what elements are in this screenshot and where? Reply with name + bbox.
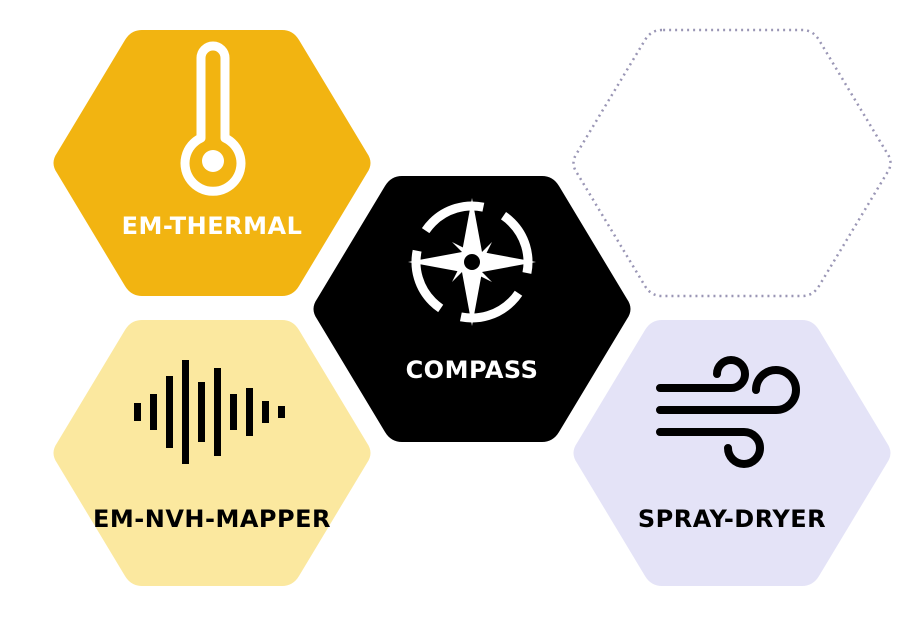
tile-label: EM-NVH-MAPPER bbox=[93, 505, 331, 533]
tile-label: EM-THERMAL bbox=[121, 212, 303, 240]
tile-spray-dryer[interactable]: SPRAY-DRYER bbox=[570, 312, 894, 594]
thermometer-icon bbox=[180, 41, 246, 196]
tile-em-nvh-mapper[interactable]: EM-NVH-MAPPER bbox=[50, 312, 374, 594]
compass-icon bbox=[408, 198, 536, 326]
soundwave-icon bbox=[134, 360, 285, 464]
tile-label: COMPASS bbox=[405, 356, 539, 384]
tile-label: SPRAY-DRYER bbox=[637, 505, 827, 533]
wind-icon bbox=[656, 356, 800, 468]
hex-background bbox=[53, 320, 371, 586]
tile-compass[interactable]: COMPASS bbox=[310, 168, 634, 450]
tile-em-thermal[interactable]: EM-THERMAL bbox=[50, 22, 374, 304]
